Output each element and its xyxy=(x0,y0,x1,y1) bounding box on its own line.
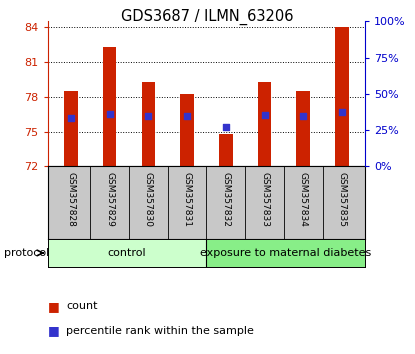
Point xyxy=(68,115,74,120)
Text: GSM357833: GSM357833 xyxy=(260,172,269,227)
Point xyxy=(300,114,307,119)
Text: GSM357829: GSM357829 xyxy=(105,172,114,227)
Text: GSM357832: GSM357832 xyxy=(221,172,230,227)
Text: GSM357831: GSM357831 xyxy=(183,172,192,227)
Bar xyxy=(142,82,155,166)
Bar xyxy=(335,27,349,166)
Text: count: count xyxy=(66,301,98,311)
Point xyxy=(184,114,190,119)
Text: GSM357830: GSM357830 xyxy=(144,172,153,227)
Point xyxy=(339,109,345,115)
Text: ■: ■ xyxy=(48,325,59,337)
Point xyxy=(222,125,229,130)
Text: control: control xyxy=(108,248,146,258)
Bar xyxy=(103,47,117,166)
Text: GDS3687 / ILMN_63206: GDS3687 / ILMN_63206 xyxy=(121,9,294,25)
Text: percentile rank within the sample: percentile rank within the sample xyxy=(66,326,254,336)
Point xyxy=(145,113,152,119)
Bar xyxy=(181,95,194,166)
Text: GSM357835: GSM357835 xyxy=(337,172,347,227)
Text: protocol: protocol xyxy=(4,248,49,258)
Bar xyxy=(258,82,271,166)
Point xyxy=(261,112,268,118)
Text: ■: ■ xyxy=(48,300,59,313)
Bar xyxy=(207,239,365,267)
Bar xyxy=(296,91,310,166)
Bar xyxy=(64,91,78,166)
Text: exposure to maternal diabetes: exposure to maternal diabetes xyxy=(200,248,371,258)
Bar xyxy=(48,239,207,267)
Text: GSM357828: GSM357828 xyxy=(66,172,76,227)
Text: GSM357834: GSM357834 xyxy=(299,172,308,227)
Bar xyxy=(219,135,232,166)
Point xyxy=(106,111,113,116)
